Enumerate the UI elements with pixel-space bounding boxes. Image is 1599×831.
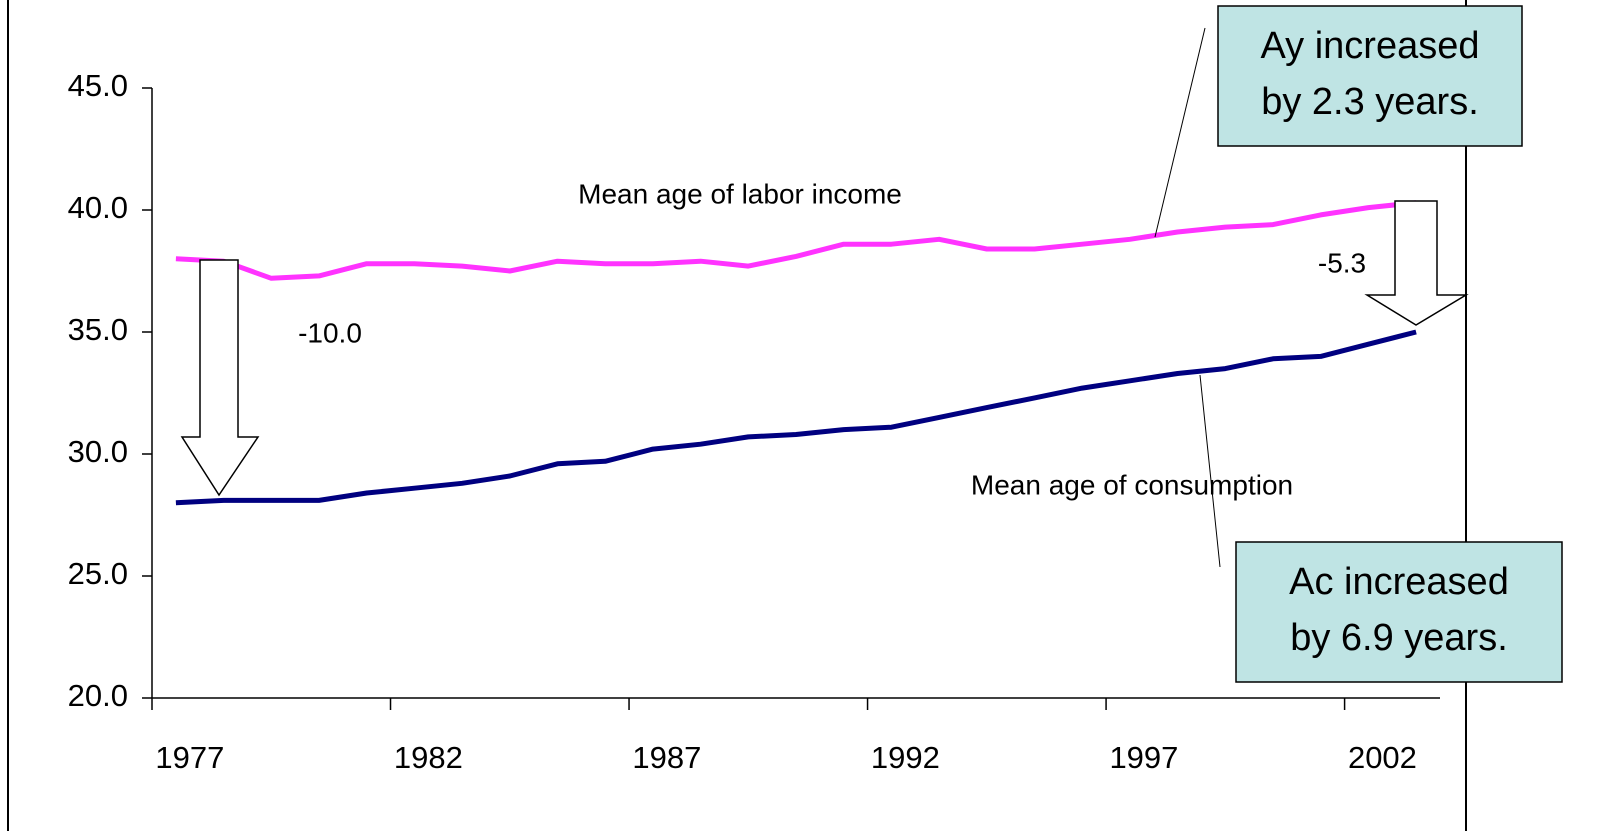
difference-arrow: [180, 259, 260, 497]
x-tick-label: 1987: [632, 740, 701, 775]
y-tick-label: 30.0: [68, 434, 128, 469]
y-tick-label: 45.0: [68, 68, 128, 103]
x-tick-label: 1992: [871, 740, 940, 775]
x-tick-label: 1997: [1109, 740, 1178, 775]
x-tick-label: 2002: [1348, 740, 1417, 775]
x-tick-label: 1982: [394, 740, 463, 775]
annotation: -5.3: [1318, 247, 1366, 278]
y-tick-label: 40.0: [68, 190, 128, 225]
annotation: -10.0: [298, 317, 362, 348]
plot-area: 20.0 25.0 30.0 35.0 40.0 45.0 1977 1982 1987 1992…: [68, 68, 1440, 775]
callout-text: by 6.9 years.: [1290, 617, 1508, 659]
callout-line: [1154, 27, 1206, 238]
callout-text: by 2.3 years.: [1261, 81, 1479, 123]
series-line: [175, 200, 1417, 281]
series-line: [175, 329, 1417, 506]
y-tick-label: 25.0: [68, 556, 128, 591]
callout-text: Ay increased: [1261, 25, 1480, 67]
callout-box: [1235, 541, 1563, 683]
series-label: Mean age of consumption: [971, 469, 1293, 500]
difference-arrow: [1364, 200, 1469, 326]
x-tick-label: 1977: [155, 740, 224, 775]
callout-line: [1199, 374, 1221, 568]
series-label: Mean age of labor income: [578, 178, 902, 209]
y-tick-label: 20.0: [68, 678, 128, 713]
callout-box: [1217, 5, 1523, 147]
callout-text: Ac increased: [1289, 561, 1509, 603]
y-tick-label: 35.0: [68, 312, 128, 347]
